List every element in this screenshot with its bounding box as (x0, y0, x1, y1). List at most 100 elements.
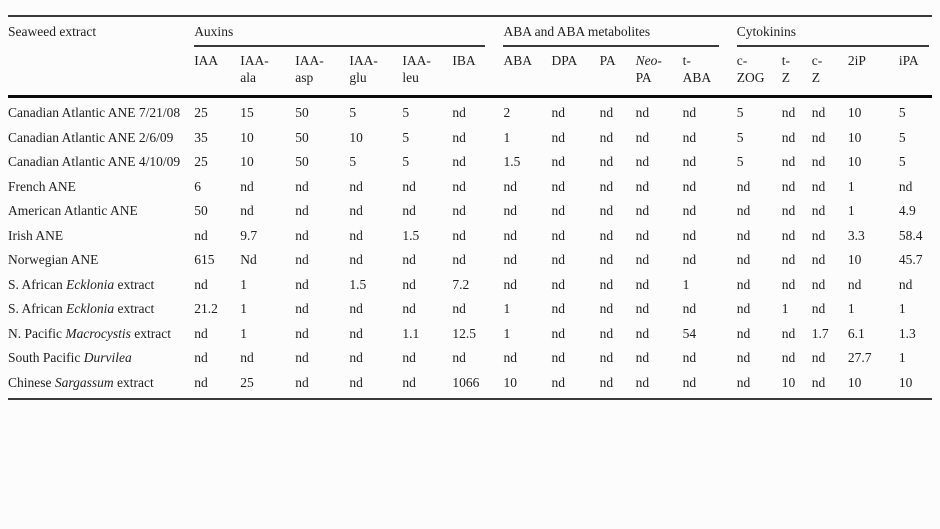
cell-t-z: nd (781, 227, 796, 243)
cell-iaa: nd (194, 325, 208, 341)
row-label: Canadian Atlantic ANE 4/10/09 (8, 154, 181, 169)
cell-aba: 1 (503, 129, 511, 145)
cell-c-z: nd (811, 105, 826, 120)
cell-dpa: nd (551, 301, 566, 316)
cell-iaa-ala: nd (240, 178, 254, 194)
cell-iaa-leu: 1.1 (402, 325, 420, 341)
cell-ipa: 1.3 (898, 325, 916, 341)
cell-dpa: nd (551, 129, 566, 145)
cell-iaa-ala: 1 (240, 276, 247, 292)
cell-2ip: 10 (847, 374, 862, 390)
cell-c-z: nd (811, 129, 826, 145)
table-row: S. African Ecklonia extract 21.2 1 nd nd nd nd… (8, 297, 932, 322)
cell-c-zog: nd (736, 350, 751, 365)
cell-c-zog: nd (736, 227, 751, 243)
cell-c-zog: 5 (736, 105, 744, 120)
cell-neo-pa: nd (635, 227, 650, 243)
cell-c-z: nd (811, 276, 826, 292)
cell-iaa-ala: 10 (240, 129, 254, 145)
row-label: S. African Ecklonia extract (8, 301, 155, 316)
cell-iba: nd (452, 301, 466, 316)
cell-c-z: nd (811, 178, 826, 194)
cell-ipa: 5 (898, 129, 906, 145)
group-header-label: Cytokinins (736, 23, 929, 47)
cell-iaa-glu: 5 (349, 154, 357, 169)
cell-c-z: nd (811, 227, 826, 243)
cell-neo-pa: nd (635, 325, 650, 341)
cell-iaa-leu: nd (402, 178, 416, 194)
cell-aba: 1 (503, 301, 511, 316)
cell-t-aba: 1 (682, 276, 690, 292)
cell-iaa-leu: nd (402, 350, 416, 365)
row-label: Irish ANE (8, 227, 64, 243)
column-header-pa: PA (599, 47, 636, 98)
cell-iaa: 6 (194, 178, 201, 194)
cell-dpa: nd (551, 276, 566, 292)
cell-iaa-leu: 5 (402, 154, 410, 169)
table-row: South Pacific Durvilea nd nd nd nd nd nd nd nd nd… (8, 346, 932, 371)
cell-iaa-leu: nd (402, 203, 416, 218)
cell-t-aba: nd (682, 178, 697, 194)
cell-2ip: nd (847, 276, 862, 292)
cell-iaa: 21.2 (194, 301, 218, 316)
cell-c-zog: nd (736, 252, 751, 267)
cell-t-aba: nd (682, 301, 697, 316)
cell-ipa: 1 (898, 350, 906, 365)
cell-pa: nd (599, 301, 614, 316)
cell-t-aba: nd (682, 374, 697, 390)
cell-iaa-glu: nd (349, 203, 363, 218)
row-label: S. African Ecklonia extract (8, 276, 155, 292)
cell-aba: nd (503, 227, 517, 243)
cell-iba: nd (452, 129, 466, 145)
cell-t-aba: 54 (682, 325, 697, 341)
cell-dpa: nd (551, 325, 566, 341)
cell-2ip: 1 (847, 301, 855, 316)
cell-c-zog: nd (736, 374, 751, 390)
cell-pa: nd (599, 276, 614, 292)
cell-pa: nd (599, 252, 614, 267)
cell-iaa-glu: nd (349, 227, 363, 243)
cell-t-aba: nd (682, 154, 697, 169)
row-label: Chinese Sargassum extract (8, 374, 154, 390)
cell-t-z: nd (781, 276, 796, 292)
column-header-iaa-leu: IAA-leu (402, 47, 453, 98)
cell-t-aba: nd (682, 252, 697, 267)
cell-iaa-asp: nd (295, 276, 309, 292)
cell-ipa: 45.7 (898, 252, 923, 267)
cell-iaa-glu: 5 (349, 105, 357, 120)
cell-iaa-asp: 50 (295, 105, 309, 120)
column-header-t-z: t- Z (781, 47, 812, 98)
cell-c-zog: nd (736, 178, 751, 194)
cell-2ip: 10 (847, 252, 862, 267)
cell-dpa: nd (551, 203, 566, 218)
row-label: American Atlantic ANE (8, 203, 138, 218)
cell-iaa-asp: nd (295, 252, 309, 267)
cell-aba: 1 (503, 325, 511, 341)
row-label: Canadian Atlantic ANE 7/21/08 (8, 105, 181, 120)
cell-iaa: nd (194, 350, 208, 365)
group-header-cytokinins: Cytokinins (736, 16, 932, 47)
table-header: Seaweed extract Auxins ABA and ABA metabo… (8, 16, 932, 98)
cell-iba: nd (452, 178, 466, 194)
cell-iba: 1066 (452, 374, 480, 390)
cell-iaa-ala: nd (240, 350, 254, 365)
cell-neo-pa: nd (635, 154, 650, 169)
cell-c-z: nd (811, 252, 826, 267)
cell-dpa: nd (551, 350, 566, 365)
cell-t-z: nd (781, 203, 796, 218)
cell-aba: 10 (503, 374, 517, 390)
cell-pa: nd (599, 350, 614, 365)
cell-t-z: 1 (781, 301, 789, 316)
cell-ipa: 1 (898, 301, 906, 316)
cell-c-z: nd (811, 203, 826, 218)
cell-neo-pa: nd (635, 301, 650, 316)
cell-iba: nd (452, 154, 466, 169)
cell-neo-pa: nd (635, 350, 650, 365)
cell-dpa: nd (551, 252, 566, 267)
cell-iba: nd (452, 203, 466, 218)
cell-iaa-ala: 9.7 (240, 227, 258, 243)
cell-aba: nd (503, 276, 517, 292)
group-header-label: ABA and ABA metabolites (503, 23, 719, 47)
column-header-2ip: 2iP (847, 47, 899, 98)
